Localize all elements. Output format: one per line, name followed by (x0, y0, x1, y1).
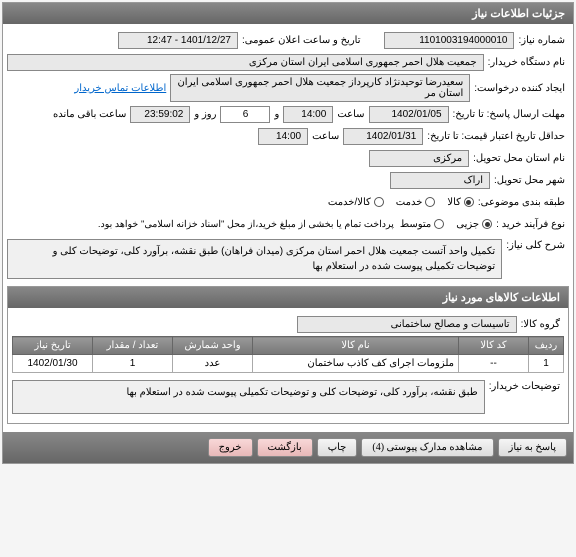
validity-time: 14:00 (258, 128, 308, 145)
respond-button[interactable]: پاسخ به نیاز (498, 438, 568, 457)
cell-code: -- (459, 355, 529, 373)
creator-label: ایجاد کننده درخواست: (470, 83, 569, 94)
va-label: و (270, 109, 283, 120)
radio-kala[interactable]: کالا (447, 197, 474, 208)
col-qty: تعداد / مقدار (93, 337, 173, 355)
city-value: اراک (390, 172, 490, 189)
radio-khadamat-label: خدمت (396, 197, 423, 208)
need-no-label: شماره نیاز: (514, 35, 569, 46)
group-value: تاسیسات و مصالح ساختمانی (297, 316, 517, 333)
col-code: کد کالا (459, 337, 529, 355)
col-row: ردیف (529, 337, 564, 355)
buyer-notes-label: توضیحات خریدار: (485, 377, 564, 392)
footer-bar: پاسخ به نیاز مشاهده مدارک پیوستی (4) چاپ… (3, 432, 573, 463)
cell-row: 1 (529, 355, 564, 373)
cell-unit: عدد (173, 355, 253, 373)
process-label: نوع فرآیند خرید : (492, 219, 569, 230)
validity-date: 1402/01/31 (343, 128, 423, 145)
category-label: طبقه بندی موضوعی: (474, 197, 569, 208)
col-name: نام کالا (253, 337, 459, 355)
col-date: تاریخ نیاز (13, 337, 93, 355)
province-label: نام استان محل تحویل: (469, 153, 569, 164)
radio-both-label: کالا/خدمت (328, 197, 371, 208)
creator-value: سعیدرضا توحیدنژاد کارپرداز جمعیت هلال اح… (170, 74, 470, 102)
validity-label: حداقل تاریخ اعتبار قیمت: تا تاریخ: (423, 131, 569, 142)
radio-small[interactable]: جزیی (456, 219, 492, 230)
remain-label: ساعت باقی مانده (49, 109, 130, 120)
saat-label-1: ساعت (333, 109, 368, 120)
radio-icon (374, 197, 384, 207)
deadline-date: 1402/01/05 (369, 106, 449, 123)
announce-value: 1401/12/27 - 12:47 (118, 32, 238, 49)
table-row: 1 -- ملزومات اجرای کف کاذب ساختمان عدد 1… (13, 355, 564, 373)
col-unit: واحد شمارش (173, 337, 253, 355)
items-header: اطلاعات کالاهای مورد نیاز (8, 287, 568, 308)
buyer-notes: طبق نقشه، برآورد کلی، توضیحات کلی و توضی… (12, 380, 485, 414)
cell-name: ملزومات اجرای کف کاذب ساختمان (253, 355, 459, 373)
deadline-time: 14:00 (283, 106, 333, 123)
radio-icon (464, 197, 474, 207)
radio-icon (425, 197, 435, 207)
cell-qty: 1 (93, 355, 173, 373)
back-button[interactable]: بازگشت (257, 438, 313, 457)
radio-khadamat[interactable]: خدمت (396, 197, 436, 208)
radio-small-label: جزیی (456, 219, 479, 230)
attachments-button[interactable]: مشاهده مدارک پیوستی (4) (361, 438, 493, 457)
radio-kala-label: کالا (447, 197, 461, 208)
saat-label-2: ساعت (308, 131, 343, 142)
rooz-label: روز و (190, 109, 220, 120)
deadline-label: مهلت ارسال پاسخ: تا تاریخ: (449, 109, 569, 120)
desc-text: تکمیل واحد آتست جمعیت هلال احمر استان مر… (7, 239, 502, 279)
days-value: 6 (220, 106, 270, 123)
radio-icon (434, 219, 444, 229)
purchase-note: پرداخت تمام یا بخشی از مبلغ خرید،از محل … (98, 219, 400, 230)
radio-icon (482, 219, 492, 229)
city-label: شهر محل تحویل: (490, 175, 569, 186)
group-label: گروه کالا: (517, 319, 564, 330)
countdown: 23:59:02 (130, 106, 190, 123)
buyer-label: نام دستگاه خریدار: (484, 57, 569, 68)
buyer-value: جمعیت هلال احمر جمهوری اسلامی ایران استا… (7, 54, 484, 71)
announce-label: تاریخ و ساعت اعلان عمومی: (238, 35, 365, 46)
need-no-value: 1101003194000010 (384, 32, 514, 49)
desc-label: شرح کلی نیاز: (502, 236, 569, 251)
print-button[interactable]: چاپ (317, 438, 358, 457)
radio-both[interactable]: کالا/خدمت (328, 197, 384, 208)
exit-button[interactable]: خروج (208, 438, 253, 457)
items-table: ردیف کد کالا نام کالا واحد شمارش تعداد /… (12, 336, 564, 373)
contact-link[interactable]: اطلاعات تماس خریدار (74, 83, 166, 94)
radio-medium-label: متوسط (400, 219, 431, 230)
main-header: جزئیات اطلاعات نیاز (3, 3, 573, 24)
cell-date: 1402/01/30 (13, 355, 93, 373)
radio-medium[interactable]: متوسط (400, 219, 444, 230)
province-value: مرکزی (369, 150, 469, 167)
